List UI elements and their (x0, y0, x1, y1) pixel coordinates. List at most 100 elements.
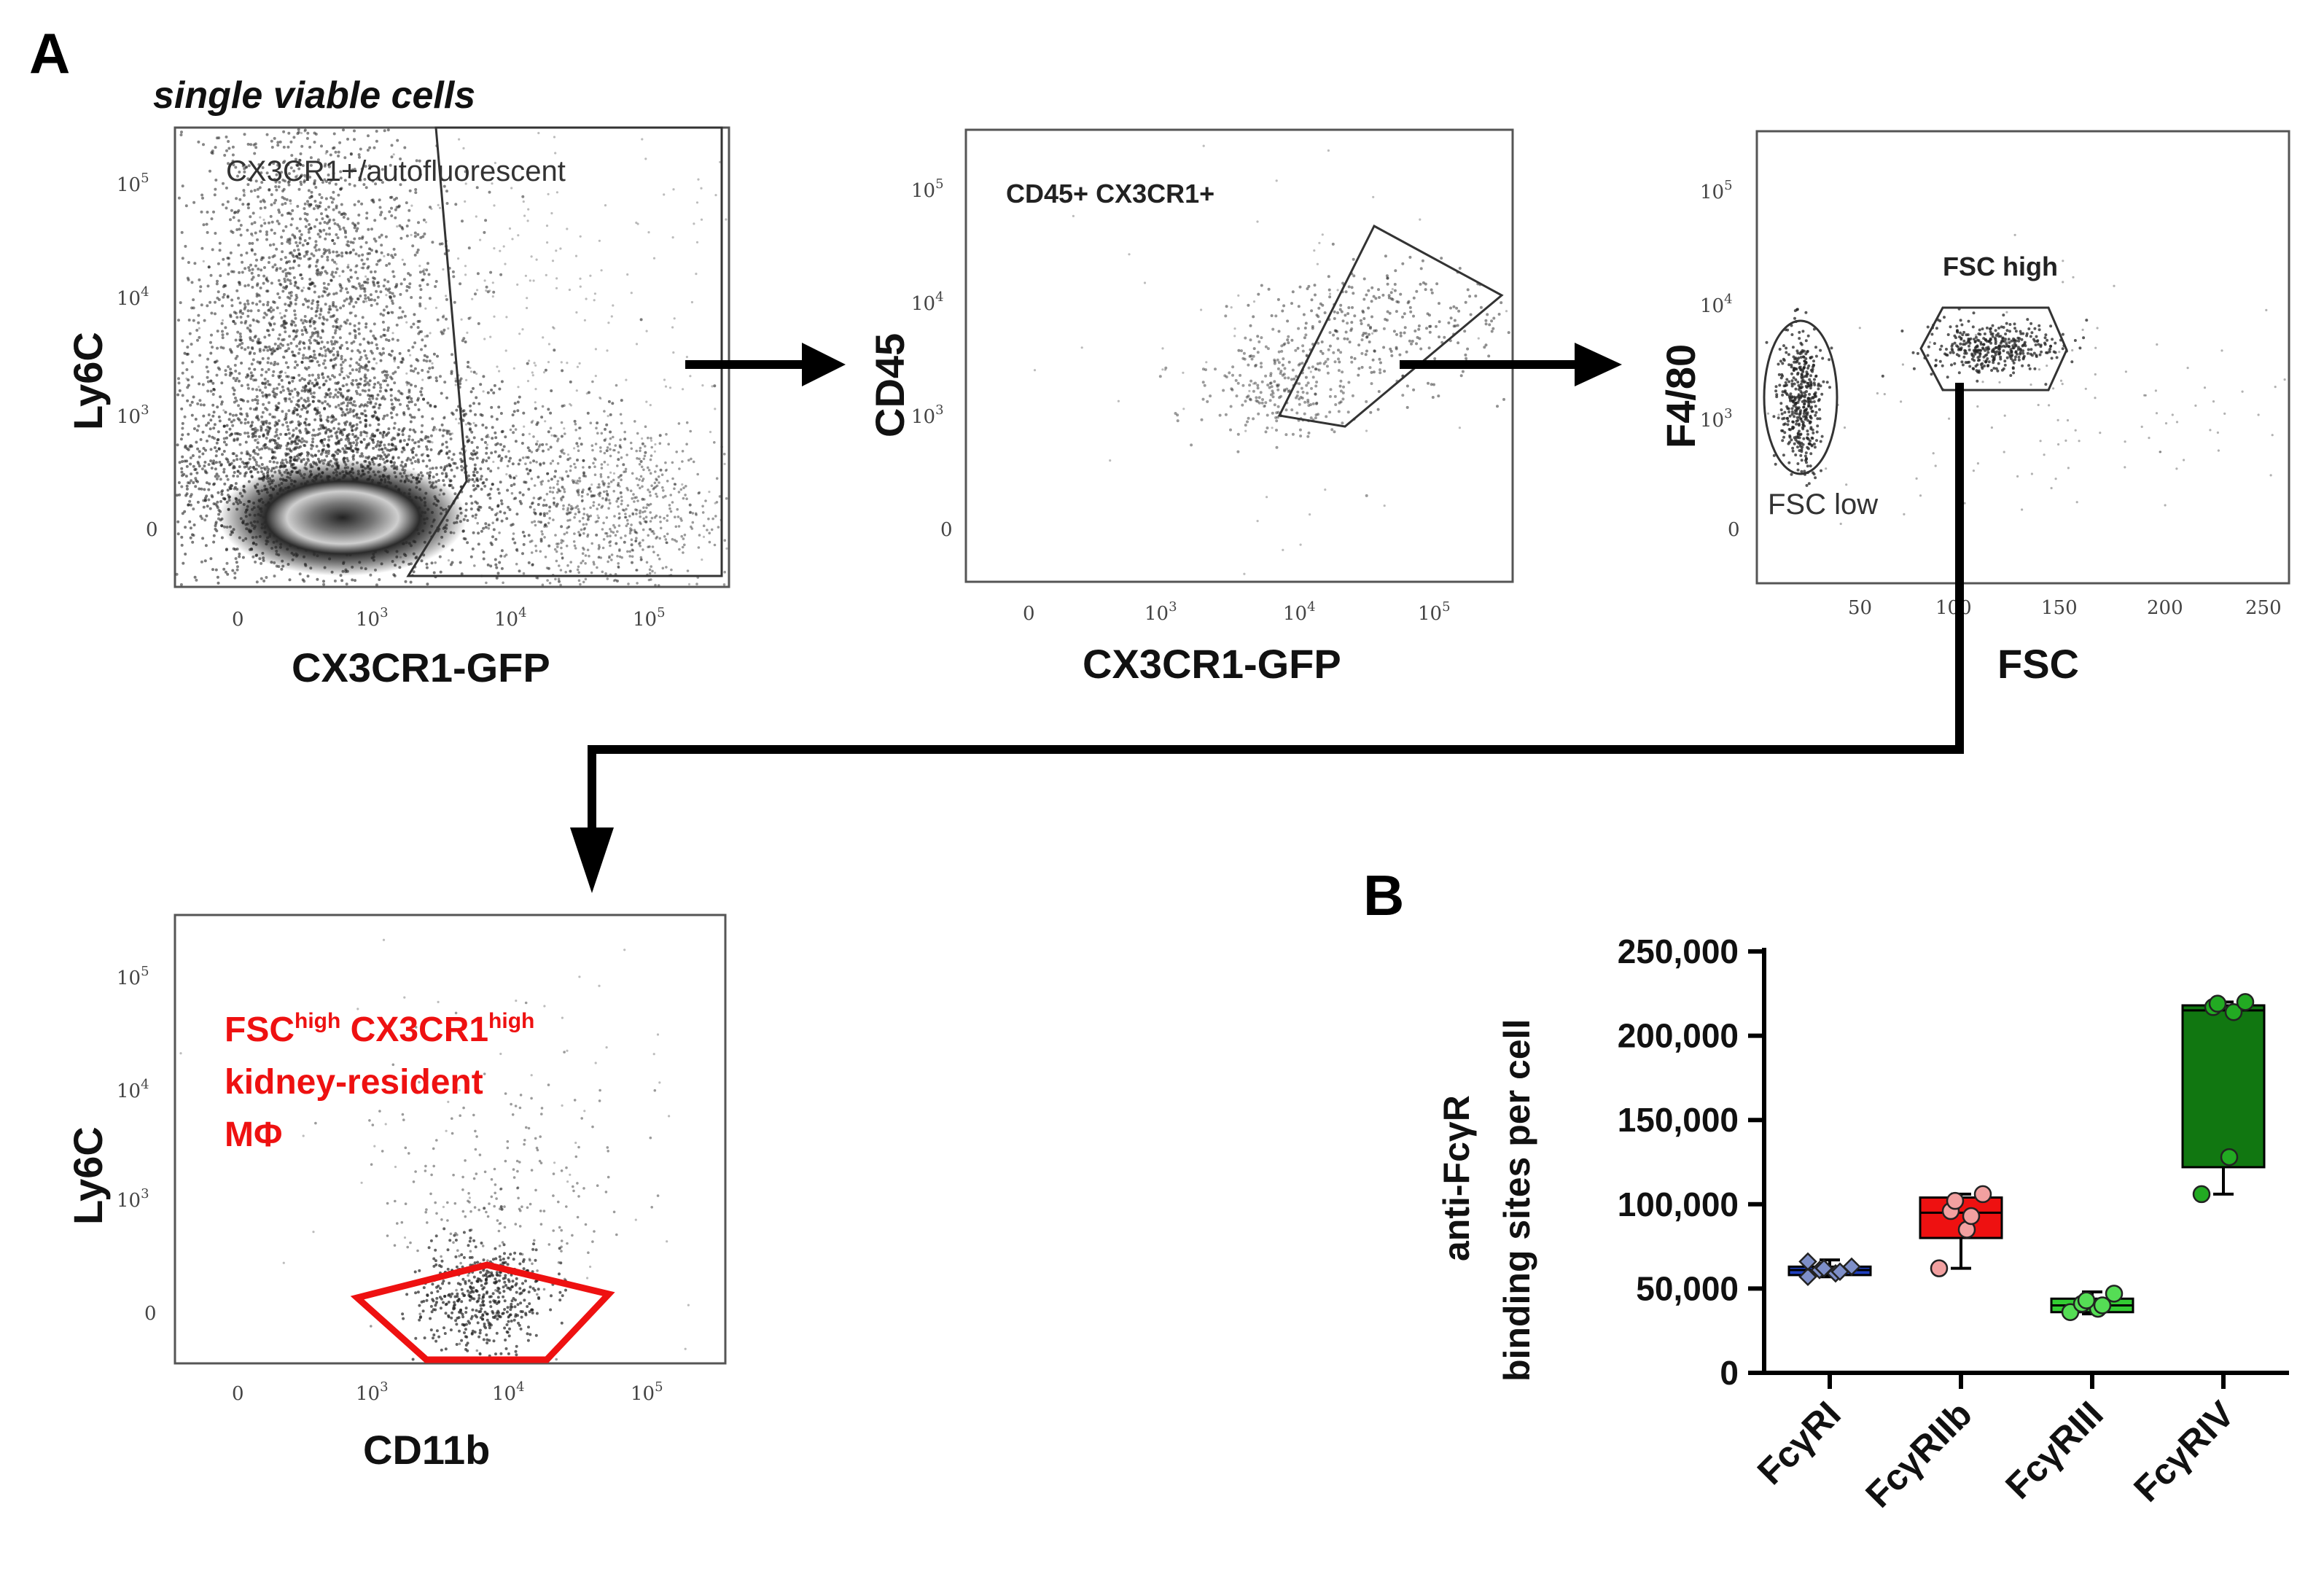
scatter-dot (268, 460, 272, 463)
scatter-dot (358, 405, 362, 408)
scatter-dot (560, 435, 564, 438)
scatter-dot (356, 392, 359, 395)
scatter-dot (332, 218, 335, 222)
scatter-dot (390, 377, 394, 381)
scatter-dot (508, 508, 512, 511)
scatter-dot (512, 424, 515, 428)
scatter-dot (329, 392, 332, 395)
scatter-dot (626, 550, 629, 553)
scatter-dot (702, 524, 706, 527)
scatter-dot (337, 403, 340, 407)
scatter-dot (267, 430, 270, 434)
scatter-dot (303, 254, 306, 258)
scatter-dot (306, 174, 310, 176)
scatter-dot (629, 441, 633, 445)
scatter-dot (474, 487, 477, 491)
scatter-dot (376, 295, 380, 299)
scatter-dot (677, 491, 681, 494)
scatter-dot (364, 294, 367, 297)
scatter-dot (235, 561, 238, 564)
scatter-dot (360, 440, 363, 444)
scatter-dot (292, 429, 295, 432)
scatter-dot (202, 505, 206, 509)
scatter-dot (658, 537, 661, 540)
scatter-dot (321, 266, 324, 270)
scatter-dot (587, 515, 590, 518)
scatter-dot (413, 441, 417, 445)
scatter-dot (260, 577, 263, 580)
scatter-dot (466, 439, 469, 443)
scatter-dot (440, 332, 444, 335)
scatter-dot (542, 449, 545, 453)
scatter-dot (608, 541, 611, 544)
scatter-dot (363, 409, 367, 413)
scatter-dot (417, 440, 421, 443)
scatter-dot (510, 491, 514, 495)
scatter-dot (321, 316, 325, 319)
scatter-dot (682, 486, 685, 489)
scatter-dot (541, 480, 545, 483)
scatter-dot (297, 424, 301, 427)
scatter-dot (402, 262, 406, 266)
scatter-dot (326, 294, 330, 297)
scatter-dot (338, 432, 342, 435)
scatter-dot (287, 183, 291, 187)
scatter-dot (555, 491, 559, 494)
scatter-dot (462, 409, 466, 413)
scatter-dot (357, 214, 361, 217)
scatter-dot (209, 459, 213, 463)
scatter-dot (414, 191, 418, 195)
scatter-dot (289, 449, 293, 453)
scatter-dot (275, 188, 278, 192)
scatter-dot (368, 146, 372, 149)
scatter-dot (330, 279, 333, 282)
scatter-dot (359, 382, 362, 386)
scatter-dot (636, 456, 639, 460)
scatter-dot (336, 236, 340, 240)
scatter-dot (459, 451, 462, 455)
scatter-dot (378, 443, 382, 447)
scatter-dot (425, 566, 429, 569)
scatter-dot (409, 580, 413, 584)
scatter-dot (680, 534, 683, 538)
scatter-dot (406, 397, 410, 400)
scatter-dot (296, 244, 300, 248)
scatter-dot (590, 542, 593, 545)
scatter-dot (392, 275, 396, 279)
scatter-dot (434, 285, 437, 288)
scatter-dot (392, 405, 396, 409)
scatter-dot (556, 545, 559, 548)
scatter-dot (232, 452, 235, 456)
scatter-dot (339, 306, 343, 310)
scatter-dot (281, 343, 284, 347)
scatter-dot (382, 308, 386, 312)
scatter-dot (644, 520, 648, 523)
scatter-dot (353, 168, 356, 171)
scatter-dot (350, 341, 354, 345)
scatter-dot (224, 410, 227, 414)
scatter-dot (283, 160, 286, 163)
scatter-dot (236, 330, 240, 334)
scatter-dot (274, 180, 278, 184)
scatter-dot (541, 583, 545, 586)
scatter-dot (627, 583, 630, 585)
scatter-dot (345, 340, 348, 344)
scatter-dot (681, 545, 685, 549)
scatter-dot (638, 463, 642, 466)
scatter-dot (287, 179, 291, 183)
scatter-dot (220, 536, 224, 540)
scatter-dot (197, 321, 200, 324)
scatter-dot (355, 264, 359, 268)
scatter-dot (188, 332, 192, 335)
scatter-dot (270, 281, 273, 285)
scatter-dot (222, 295, 225, 299)
scatter-dot (273, 435, 277, 438)
scatter-dot (351, 449, 355, 453)
scatter-dot (564, 570, 567, 574)
scatter-dot (286, 278, 289, 281)
scatter-dot (198, 487, 201, 491)
scatter-dot (315, 339, 319, 343)
scatter-dot (426, 283, 429, 287)
scatter-dot (429, 403, 432, 407)
scatter-dot (319, 414, 322, 418)
